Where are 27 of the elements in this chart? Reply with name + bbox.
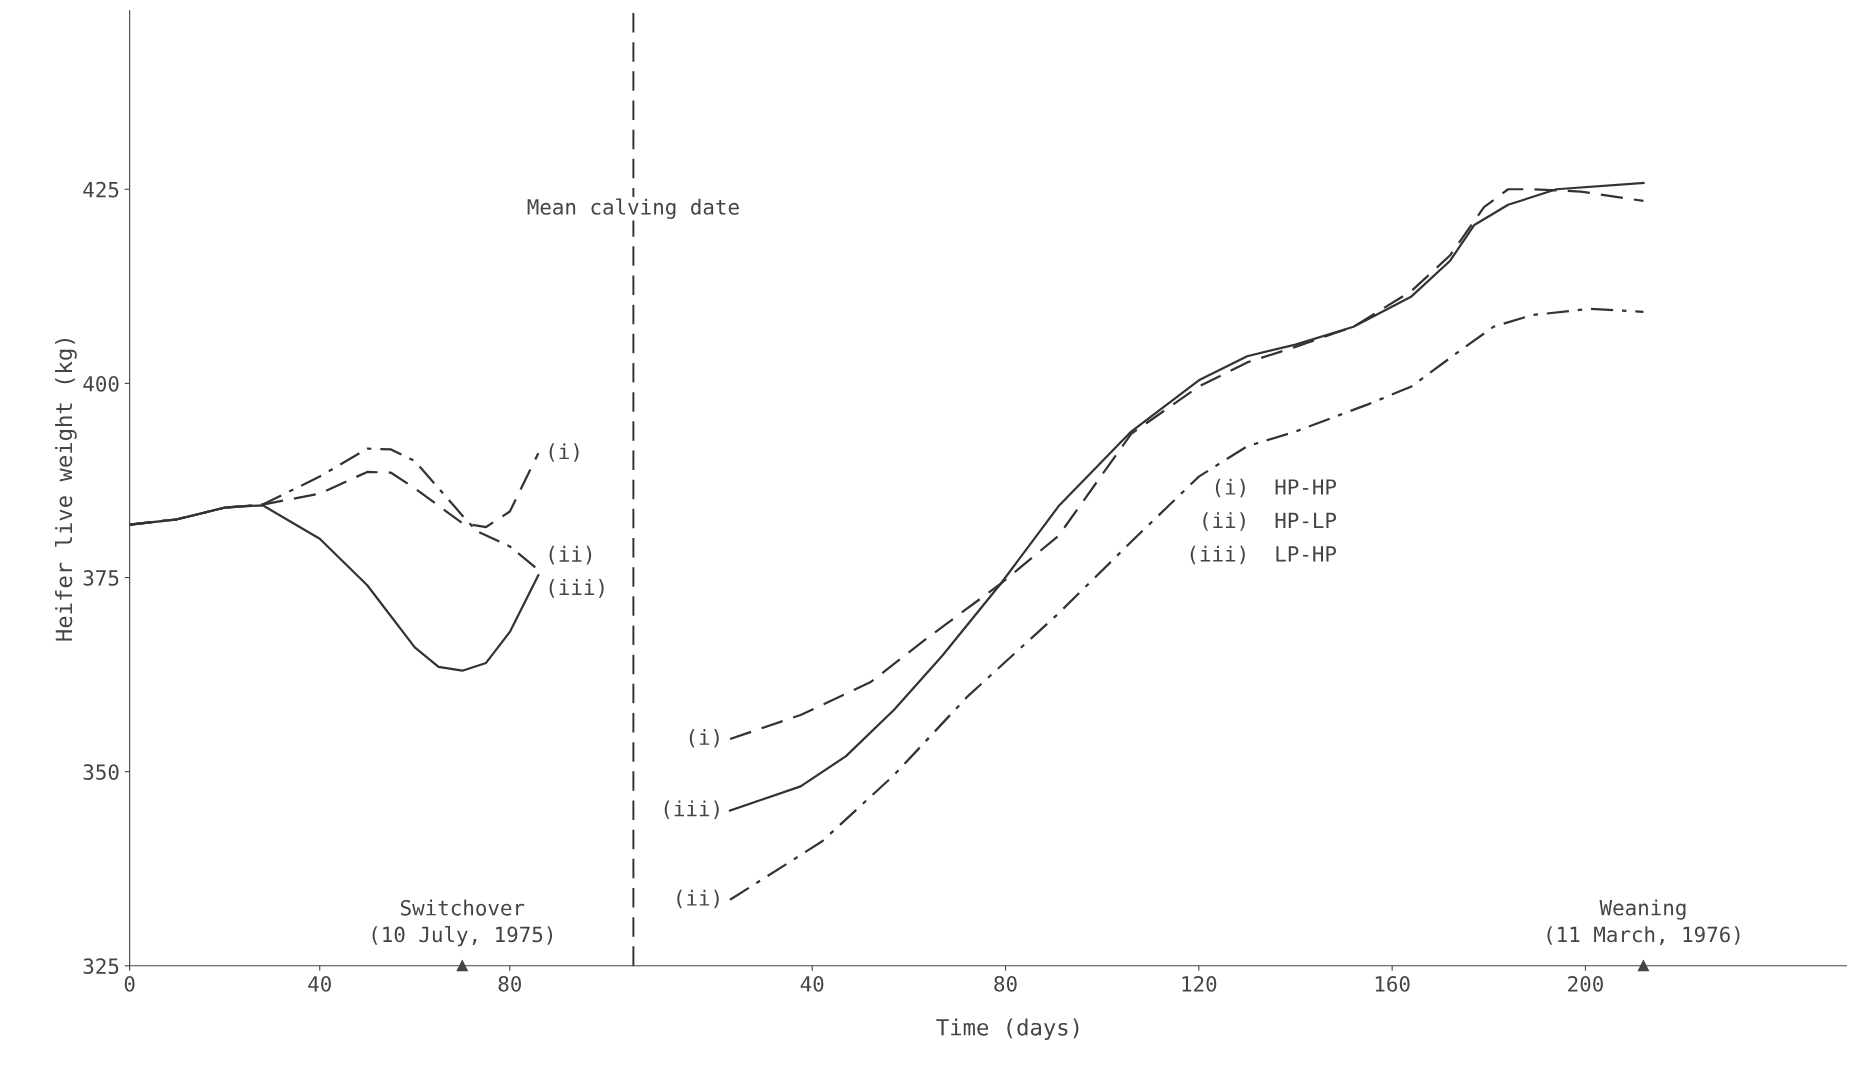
series-label: (i) bbox=[549, 443, 579, 462]
y-tick-label: 350 bbox=[83, 764, 119, 780]
x-tick-label: 200 bbox=[1568, 976, 1603, 992]
x-tick-label: 0 bbox=[124, 976, 135, 992]
x-tick-label: 120 bbox=[1182, 976, 1217, 992]
x-tick-label: 80 bbox=[498, 976, 522, 992]
x-tick-label: 80 bbox=[994, 976, 1017, 992]
series-label: (iii) bbox=[664, 800, 719, 820]
x-tick-label: 160 bbox=[1375, 976, 1410, 992]
series-label: (ii) bbox=[549, 545, 592, 565]
x-tick-label: 40 bbox=[308, 976, 331, 992]
y-tick-label: 325 bbox=[83, 958, 119, 975]
annotation: (iii) LP-HP bbox=[1190, 545, 1337, 565]
annotation: Weaning (11 March, 1976) bbox=[1547, 899, 1740, 945]
y-tick-label: 425 bbox=[83, 181, 119, 198]
y-axis-title: Heifer live weight (kg) bbox=[54, 338, 77, 641]
annotation: Switchover (10 July, 1975) bbox=[372, 899, 553, 947]
x-axis-title: Time (days) bbox=[936, 1018, 1079, 1040]
annotation: (ii) HP-LP bbox=[1203, 512, 1337, 531]
x-tick-label: 40 bbox=[800, 976, 824, 992]
series-label: (iii) bbox=[549, 579, 604, 598]
annotation: (i) HP-HP bbox=[1215, 478, 1337, 498]
series-label: (ii) bbox=[677, 889, 719, 909]
y-tick-label: 375 bbox=[83, 570, 119, 586]
series-label: (i) bbox=[689, 729, 719, 748]
ref-line-label: Mean calving date bbox=[527, 198, 739, 219]
y-tick-label: 400 bbox=[83, 375, 119, 392]
